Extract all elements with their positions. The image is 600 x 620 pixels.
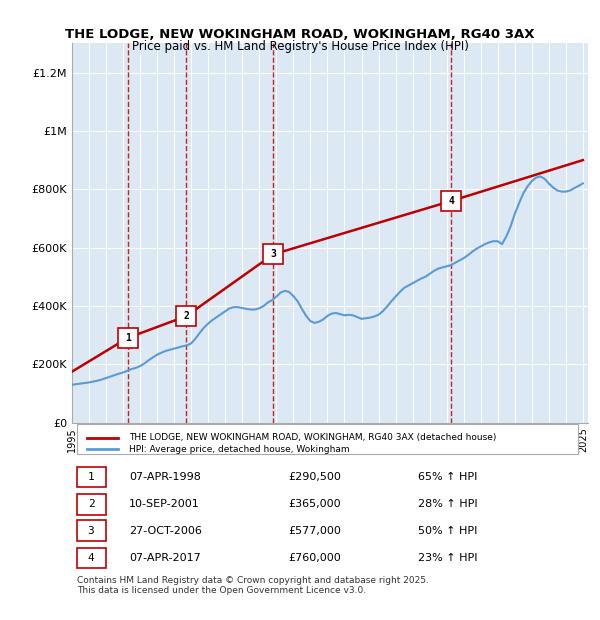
Text: £760,000: £760,000 [289,553,341,563]
Text: 10-SEP-2001: 10-SEP-2001 [129,500,200,510]
Text: 50% ↑ HPI: 50% ↑ HPI [418,526,477,536]
Text: £365,000: £365,000 [289,500,341,510]
FancyBboxPatch shape [77,520,106,541]
Text: 2: 2 [88,500,94,510]
Text: 1: 1 [125,333,131,343]
Text: £290,500: £290,500 [289,472,341,482]
FancyBboxPatch shape [77,467,106,487]
Text: THE LODGE, NEW WOKINGHAM ROAD, WOKINGHAM, RG40 3AX (detached house): THE LODGE, NEW WOKINGHAM ROAD, WOKINGHAM… [129,433,496,442]
Text: 07-APR-2017: 07-APR-2017 [129,553,200,563]
Text: 07-APR-1998: 07-APR-1998 [129,472,200,482]
Text: 27-OCT-2006: 27-OCT-2006 [129,526,202,536]
FancyBboxPatch shape [77,547,106,568]
Text: 65% ↑ HPI: 65% ↑ HPI [418,472,477,482]
Text: 4: 4 [88,553,94,563]
Text: 2: 2 [183,311,189,321]
FancyBboxPatch shape [77,424,578,454]
Text: Contains HM Land Registry data © Crown copyright and database right 2025.
This d: Contains HM Land Registry data © Crown c… [77,576,429,595]
Text: 3: 3 [88,526,94,536]
Text: 28% ↑ HPI: 28% ↑ HPI [418,500,478,510]
Text: Price paid vs. HM Land Registry's House Price Index (HPI): Price paid vs. HM Land Registry's House … [131,40,469,53]
Text: 23% ↑ HPI: 23% ↑ HPI [418,553,477,563]
Text: £577,000: £577,000 [289,526,341,536]
Text: HPI: Average price, detached house, Wokingham: HPI: Average price, detached house, Woki… [129,445,349,454]
Text: 4: 4 [448,196,454,206]
Text: THE LODGE, NEW WOKINGHAM ROAD, WOKINGHAM, RG40 3AX: THE LODGE, NEW WOKINGHAM ROAD, WOKINGHAM… [65,28,535,41]
FancyBboxPatch shape [77,494,106,515]
Text: 3: 3 [271,249,276,259]
Text: 1: 1 [88,472,94,482]
